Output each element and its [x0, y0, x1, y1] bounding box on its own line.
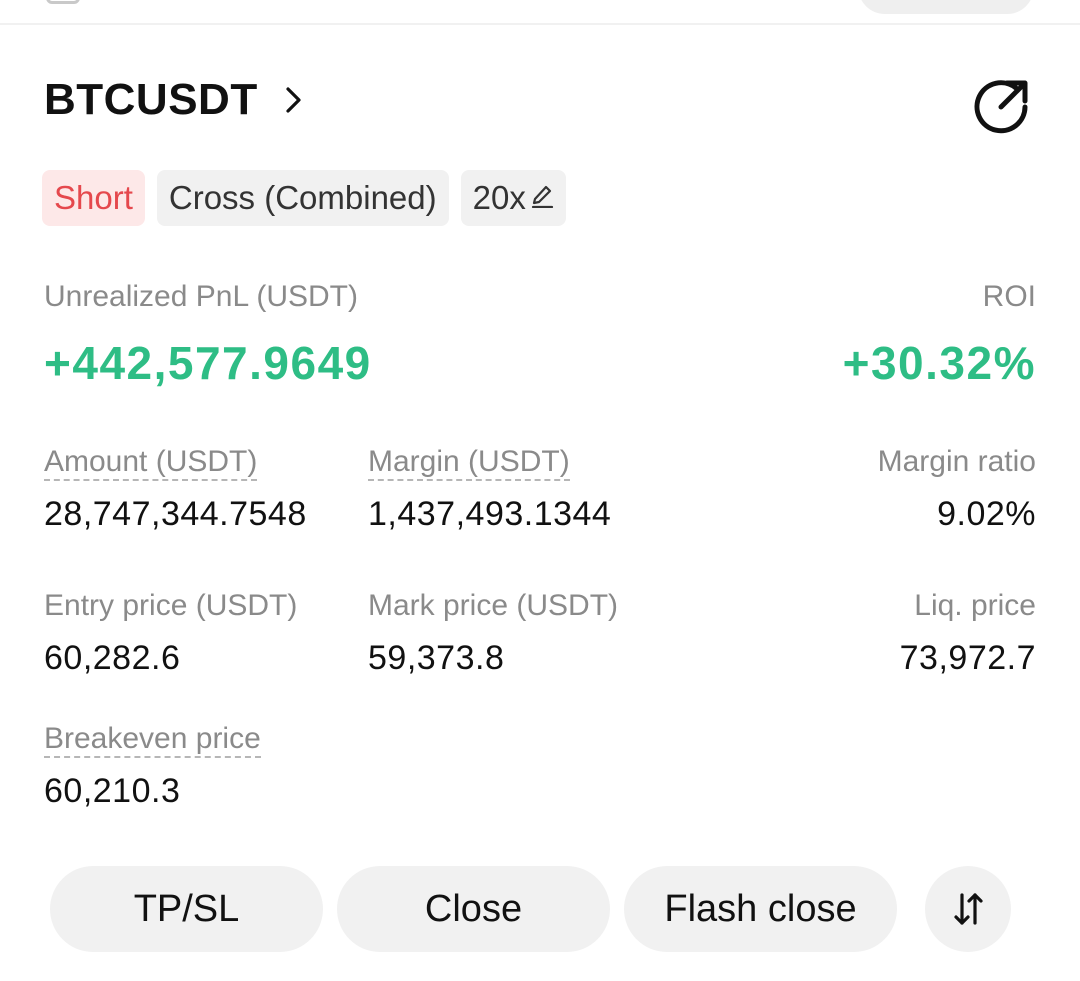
side-badge: Short: [42, 170, 145, 226]
margin-mode-badge: Cross (Combined): [156, 170, 449, 226]
mark-price-stat: Mark price (USDT) 59,373.8: [368, 589, 618, 678]
margin-ratio-label: Margin ratio: [877, 445, 1036, 478]
margin-stat: Margin (USDT) 1,437,493.1344: [368, 445, 611, 534]
liq-price-stat: Liq. price 73,972.7: [900, 589, 1036, 678]
entry-price-value: 60,282.6: [44, 639, 181, 677]
liq-price-value: 73,972.7: [899, 639, 1036, 677]
margin-ratio-stat: Margin ratio 9.02%: [878, 445, 1036, 534]
breakeven-price-stat: Breakeven price 60,210.3: [44, 722, 261, 811]
margin-ratio-value: 9.02%: [937, 495, 1036, 533]
share-icon[interactable]: [972, 74, 1034, 136]
amount-stat: Amount (USDT) 28,747,344.7548: [44, 445, 307, 534]
mark-price-label: Mark price (USDT): [368, 589, 619, 622]
leverage-value: 20x: [472, 179, 526, 216]
chevron-right-icon: [286, 87, 301, 113]
mark-price-value: 59,373.8: [368, 639, 505, 677]
close-button[interactable]: Close: [337, 866, 610, 952]
unrealized-pnl-label: Unrealized PnL (USDT): [44, 280, 358, 313]
top-pill-button[interactable]: [858, 0, 1034, 14]
leverage-button[interactable]: 20x: [460, 170, 566, 226]
reverse-position-button[interactable]: [925, 866, 1011, 952]
margin-label[interactable]: Margin (USDT): [368, 445, 570, 481]
roi-label: ROI: [982, 280, 1036, 313]
tpsl-button[interactable]: TP/SL: [50, 866, 323, 952]
breakeven-price-label[interactable]: Breakeven price: [44, 722, 261, 758]
divider: [0, 23, 1080, 25]
action-bar: TP/SL Close Flash close: [50, 866, 1011, 952]
breakeven-price-value: 60,210.3: [44, 772, 181, 810]
amount-value: 28,747,344.7548: [44, 495, 307, 533]
unrealized-pnl-value: +442,577.9649: [44, 337, 372, 389]
roi-value: +30.32%: [842, 337, 1036, 389]
symbol-link[interactable]: BTCUSDT: [44, 72, 306, 128]
liq-price-label: Liq. price: [914, 589, 1036, 622]
margin-value: 1,437,493.1344: [368, 495, 612, 533]
swap-vertical-icon: [954, 893, 983, 925]
entry-price-label: Entry price (USDT): [44, 589, 298, 622]
checkbox[interactable]: [46, 0, 80, 4]
flash-close-button[interactable]: Flash close: [624, 866, 897, 952]
pencil-icon: [531, 185, 553, 208]
amount-label[interactable]: Amount (USDT): [44, 445, 258, 481]
symbol-name: BTCUSDT: [44, 75, 258, 124]
entry-price-stat: Entry price (USDT) 60,282.6: [44, 589, 297, 678]
position-tags: Short Cross (Combined) 20x: [42, 170, 566, 226]
